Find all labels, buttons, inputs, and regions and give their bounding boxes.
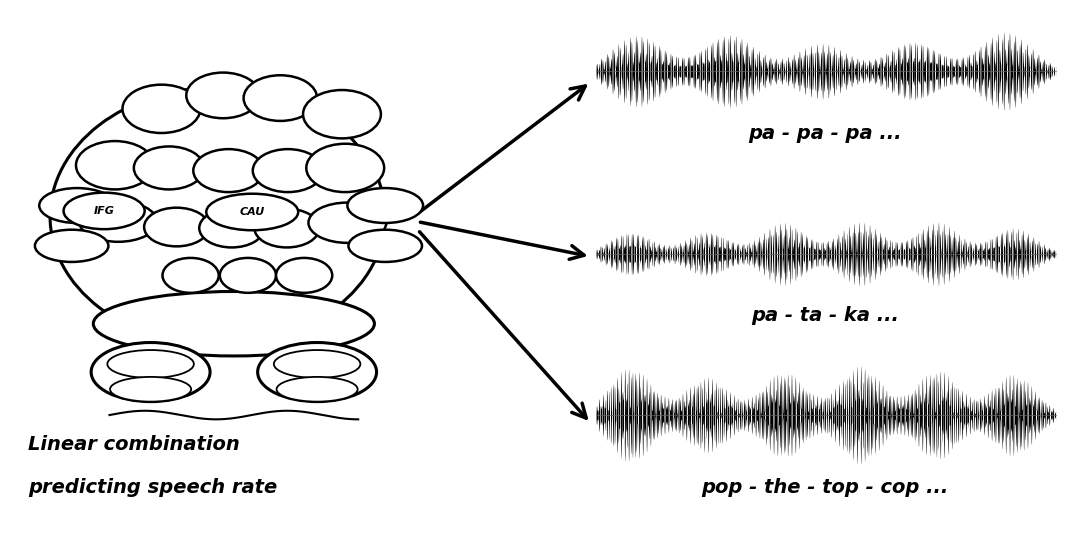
Ellipse shape [276, 258, 332, 293]
Ellipse shape [255, 209, 320, 247]
Ellipse shape [348, 230, 422, 262]
Ellipse shape [163, 258, 219, 293]
Ellipse shape [107, 350, 194, 378]
Ellipse shape [304, 90, 380, 138]
Ellipse shape [39, 188, 115, 223]
Ellipse shape [244, 75, 318, 121]
Ellipse shape [35, 230, 108, 262]
Ellipse shape [276, 377, 358, 402]
Ellipse shape [206, 194, 298, 230]
Ellipse shape [144, 208, 209, 246]
Text: pa - pa - pa ...: pa - pa - pa ... [749, 124, 902, 143]
Ellipse shape [50, 87, 385, 345]
Text: pa - ta - ka ...: pa - ta - ka ... [751, 306, 900, 325]
Text: IFG: IFG [93, 206, 115, 216]
Ellipse shape [307, 144, 384, 192]
Ellipse shape [133, 146, 204, 190]
Ellipse shape [122, 85, 201, 133]
Text: CAU: CAU [240, 207, 264, 217]
Ellipse shape [111, 377, 191, 402]
Ellipse shape [253, 149, 323, 192]
Ellipse shape [93, 292, 374, 356]
Ellipse shape [220, 258, 276, 293]
Ellipse shape [91, 342, 210, 402]
Ellipse shape [64, 193, 144, 229]
Ellipse shape [142, 326, 326, 353]
Text: Linear combination: Linear combination [28, 435, 241, 454]
Text: pop - the - top - cop ...: pop - the - top - cop ... [701, 478, 948, 497]
Ellipse shape [258, 342, 376, 402]
Ellipse shape [193, 149, 263, 192]
Ellipse shape [199, 209, 264, 247]
Ellipse shape [76, 141, 154, 190]
Ellipse shape [309, 202, 386, 243]
Ellipse shape [79, 201, 157, 242]
Text: predicting speech rate: predicting speech rate [28, 478, 278, 497]
Ellipse shape [347, 188, 423, 223]
Ellipse shape [274, 350, 360, 378]
Ellipse shape [186, 72, 260, 118]
